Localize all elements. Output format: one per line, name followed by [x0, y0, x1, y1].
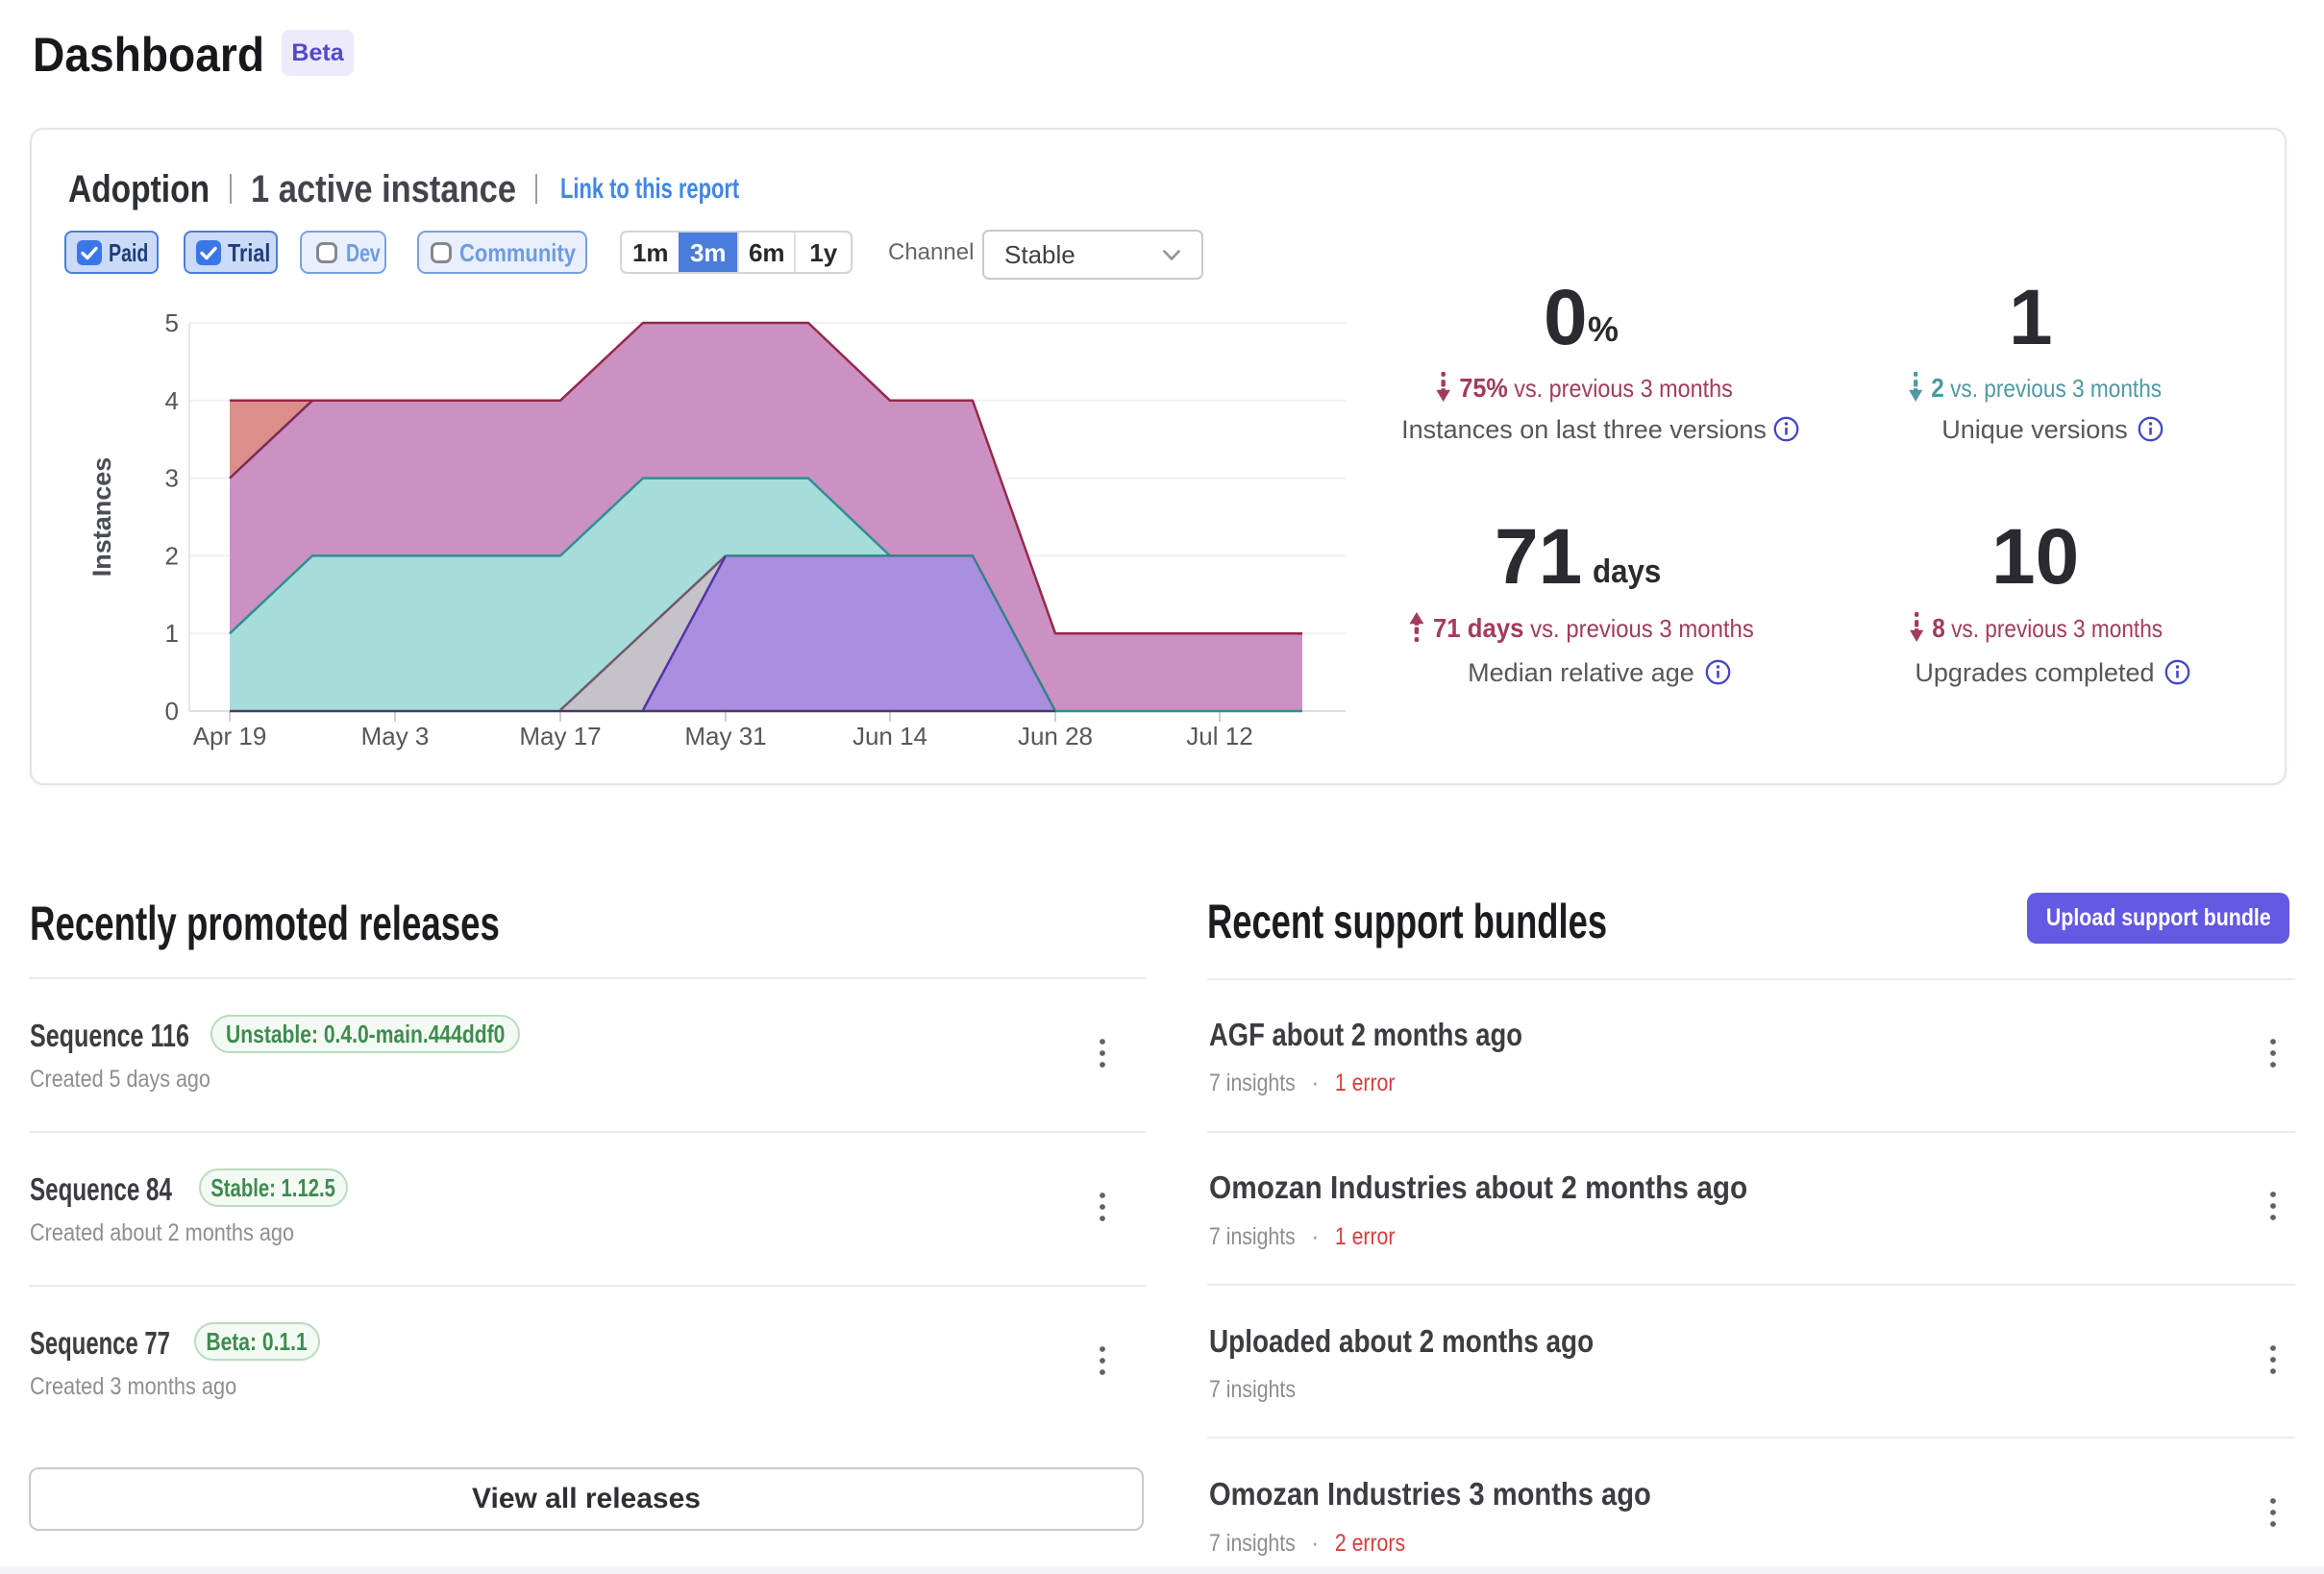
svg-text:4: 4	[165, 386, 179, 415]
svg-text:5: 5	[165, 308, 179, 337]
svg-text:May 17: May 17	[519, 722, 601, 750]
svg-text:Jun 14: Jun 14	[853, 722, 927, 750]
svg-text:Instances: Instances	[87, 457, 116, 578]
svg-text:May 31: May 31	[684, 722, 766, 750]
svg-text:2: 2	[165, 541, 179, 570]
svg-text:1: 1	[165, 619, 179, 648]
svg-text:3: 3	[165, 464, 179, 493]
svg-text:May 3: May 3	[361, 722, 430, 750]
svg-text:Jul 12: Jul 12	[1186, 722, 1252, 750]
svg-text:0: 0	[165, 697, 179, 726]
svg-text:Apr 19: Apr 19	[193, 722, 267, 750]
svg-text:Jun 28: Jun 28	[1018, 722, 1093, 750]
